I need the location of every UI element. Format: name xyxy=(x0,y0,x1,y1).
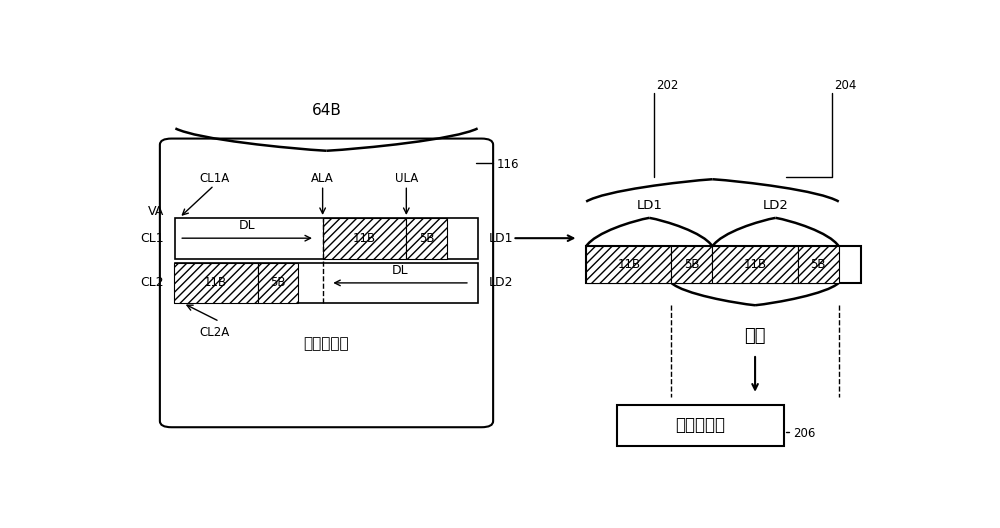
Text: ALA: ALA xyxy=(311,172,334,185)
Text: 11B: 11B xyxy=(617,258,640,271)
Text: 11B: 11B xyxy=(353,232,376,244)
Text: 116: 116 xyxy=(497,158,520,172)
Text: 5B: 5B xyxy=(684,258,700,271)
Text: LD2: LD2 xyxy=(489,276,514,289)
Text: 5B: 5B xyxy=(419,232,434,244)
Text: CL1: CL1 xyxy=(140,232,164,244)
Text: DL: DL xyxy=(392,264,408,277)
Text: 206: 206 xyxy=(793,427,815,440)
Bar xyxy=(586,246,861,283)
Text: CL2: CL2 xyxy=(140,276,164,289)
Bar xyxy=(617,405,784,446)
Bar xyxy=(175,218,478,259)
Text: LD1: LD1 xyxy=(489,232,514,244)
Text: 64B: 64B xyxy=(312,103,341,118)
Text: 5B: 5B xyxy=(810,258,826,271)
Text: CL2A: CL2A xyxy=(199,326,229,338)
Text: VA: VA xyxy=(148,205,164,218)
Text: 204: 204 xyxy=(834,79,856,92)
Bar xyxy=(323,218,406,259)
Text: 合并的结果: 合并的结果 xyxy=(675,416,725,434)
Text: 5B: 5B xyxy=(270,276,285,289)
FancyBboxPatch shape xyxy=(160,138,493,427)
Text: ULA: ULA xyxy=(395,172,418,185)
Bar xyxy=(586,246,671,283)
Text: 202: 202 xyxy=(656,79,678,92)
Bar xyxy=(174,262,258,303)
Bar xyxy=(798,246,839,283)
Text: LD2: LD2 xyxy=(763,199,789,212)
Text: 结果: 结果 xyxy=(744,327,766,345)
Text: CL1A: CL1A xyxy=(199,172,229,185)
Bar xyxy=(258,262,298,303)
Bar xyxy=(671,246,712,283)
Bar xyxy=(712,246,798,283)
Text: 11B: 11B xyxy=(744,258,767,271)
Bar xyxy=(406,218,447,259)
Text: DL: DL xyxy=(239,219,255,232)
Text: LD1: LD1 xyxy=(636,199,662,212)
Text: 11B: 11B xyxy=(204,276,227,289)
Bar xyxy=(175,262,478,303)
Text: 未对齐加载: 未对齐加载 xyxy=(304,336,349,352)
